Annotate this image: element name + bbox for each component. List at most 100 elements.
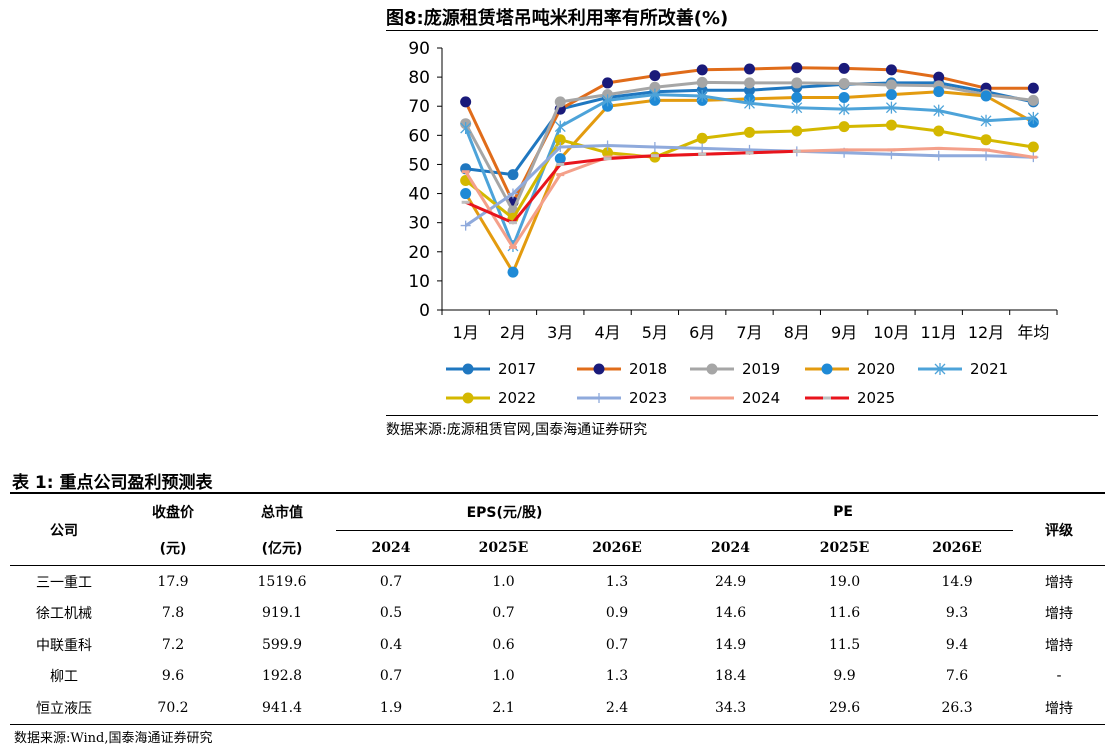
legend-label: 2019 [742, 360, 780, 378]
data-point [554, 153, 566, 165]
data-point [603, 157, 612, 161]
data-point [507, 266, 519, 278]
data-point [885, 79, 897, 91]
y-tick-label: 50 [408, 155, 430, 175]
header-year: 2025E [819, 540, 870, 556]
figure-title: 图8:庞源租赁塔吊吨米利用率有所改善(%) [386, 8, 729, 29]
data-point [554, 120, 566, 133]
data-point [980, 134, 992, 146]
data-point [649, 70, 661, 82]
data-point [556, 162, 565, 166]
header-mktcap: 总市值 [228, 492, 336, 531]
eps-cell: 0.9 [605, 605, 629, 622]
table-row: 三一重工 17.9 1519.6 0.7 1.0 1.3 24.9 19.0 14.9 增持 [10, 566, 1105, 598]
rating-cell: - [1056, 668, 1062, 685]
data-point [838, 78, 850, 90]
legend-label: 2021 [970, 360, 1008, 378]
data-point [602, 77, 614, 89]
series-line [465, 149, 797, 225]
data-point [744, 126, 755, 138]
pe-cell: 9.3 [945, 605, 969, 622]
x-tick-label: 4月 [594, 323, 620, 342]
series-2025 [461, 149, 801, 225]
data-point [744, 97, 755, 110]
series-line [464, 144, 1034, 227]
eps-cell: 1.3 [605, 668, 629, 685]
close-cell: 9.6 [161, 668, 185, 685]
data-point [933, 71, 945, 83]
eps-cell: 0.7 [492, 605, 515, 622]
data-point [708, 396, 716, 400]
legend-label: 2025 [857, 389, 895, 407]
header-close: 收盘价 [118, 492, 228, 531]
mktcap-cell: 1519.6 [257, 573, 307, 590]
company-cell: 柳工 [50, 669, 78, 686]
data-point [697, 143, 708, 154]
eps-cell: 2.4 [561, 692, 674, 725]
data-point [507, 188, 518, 199]
rating-cell: 增持 [1045, 574, 1074, 591]
data-point [791, 91, 803, 103]
x-tick-label: 12月 [968, 323, 1004, 342]
table-source: 数据来源:Wind,国泰海通证券研究 [14, 731, 213, 746]
rating-cell: 增持 [1045, 606, 1074, 623]
company-cell: 恒立液压 [10, 692, 118, 725]
pe-cell: 24.9 [714, 573, 747, 590]
y-tick-label: 80 [408, 68, 430, 88]
data-point [838, 62, 850, 74]
header-rating: 评级 [1013, 492, 1106, 565]
data-point [460, 188, 472, 200]
x-tick-label: 10月 [873, 323, 909, 342]
eps-cell: 1.0 [492, 668, 515, 685]
x-tick-label: 年均 [1017, 323, 1049, 342]
x-tick-label: 6月 [689, 323, 715, 342]
data-point [554, 96, 566, 108]
legend-item: 2023 [577, 389, 667, 407]
pe-cell: 9.4 [945, 636, 969, 653]
data-point [696, 64, 708, 76]
y-tick-label: 10 [408, 272, 430, 292]
x-tick-label: 5月 [642, 323, 668, 342]
legend-item: 2020 [805, 360, 895, 378]
data-point [821, 363, 833, 375]
data-point [980, 90, 992, 102]
data-point [461, 170, 470, 174]
pe-cell: 14.9 [714, 636, 747, 653]
header-pe: PE [673, 492, 1014, 531]
eps-cell: 1.9 [336, 692, 446, 725]
mktcap-cell: 919.1 [261, 605, 303, 622]
data-point [791, 125, 803, 137]
eps-cell: 1.0 [492, 573, 515, 590]
x-tick-label: 7月 [736, 323, 762, 342]
header-mktcap-unit: (亿元) [261, 540, 303, 557]
data-point [838, 91, 850, 103]
data-point [885, 119, 897, 131]
pe-cell: 18.4 [714, 668, 747, 685]
data-point [744, 77, 755, 89]
series-line [464, 123, 1034, 220]
rating-cell: 增持 [1045, 637, 1074, 654]
eps-cell: 0.7 [605, 636, 629, 653]
rating-cell: 增持 [1013, 692, 1106, 725]
data-point [698, 152, 707, 156]
legend-label: 2020 [857, 360, 895, 378]
table-row: 中联重科 7.2 599.9 0.4 0.6 0.7 14.9 11.5 9.4 增持 [10, 629, 1105, 661]
eps-cell: 2.1 [446, 692, 561, 725]
data-point [649, 81, 661, 93]
header-year: 2024 [371, 540, 411, 556]
legend-item: 2017 [446, 360, 536, 378]
data-point [556, 173, 565, 177]
table-row: 恒立液压 70.2 941.4 1.9 2.1 2.4 34.3 29.6 26.3 增持 [10, 692, 1106, 725]
pe-cell: 14.6 [714, 605, 747, 622]
data-point [1027, 94, 1039, 106]
data-point [981, 150, 992, 161]
figure-title-rule [386, 30, 1098, 31]
data-point [745, 151, 754, 155]
pe-cell: 14.9 [941, 573, 973, 590]
y-tick-label: 40 [408, 185, 430, 205]
data-point [980, 114, 992, 127]
x-tick-label: 11月 [921, 323, 957, 342]
series-line [464, 146, 1034, 249]
data-point [462, 392, 474, 404]
data-point [508, 221, 517, 225]
